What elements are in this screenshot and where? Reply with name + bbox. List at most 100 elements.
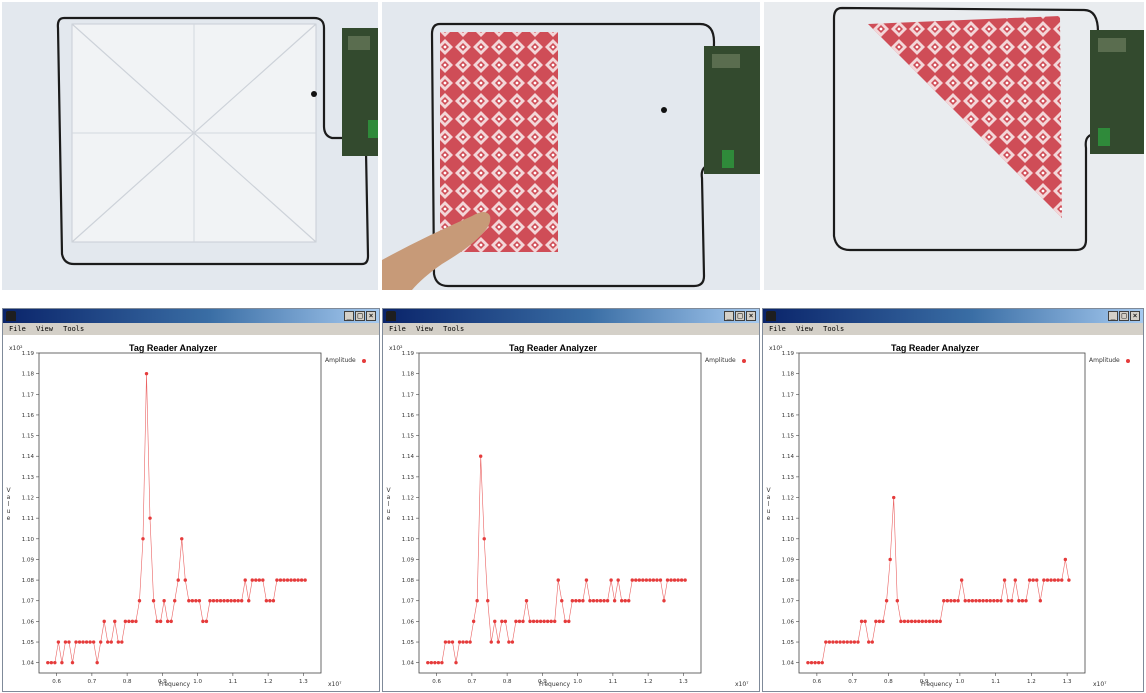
data-point	[514, 619, 518, 624]
data-point	[938, 619, 942, 624]
data-point	[863, 619, 867, 624]
y-tick-label: 1.07	[782, 599, 795, 605]
x-axis-label: Frequency	[921, 681, 952, 688]
x-tick-label: 1.0	[573, 679, 582, 685]
y-tick-label: 1.14	[22, 454, 35, 460]
data-point	[528, 619, 532, 624]
data-point	[577, 599, 582, 603]
data-point	[137, 599, 142, 603]
data-point	[1045, 578, 1050, 582]
data-point	[247, 599, 251, 603]
y-tick-label: 1.13	[402, 475, 415, 481]
maximize-button[interactable]: □	[735, 311, 745, 321]
menu-tools[interactable]: Tools	[63, 325, 85, 333]
data-point	[208, 599, 212, 603]
y-tick-label: 1.11	[782, 516, 794, 522]
plot-frame	[38, 352, 322, 674]
x-tick-label: 0.8	[123, 679, 132, 685]
menu-file[interactable]: File	[769, 325, 786, 333]
data-point	[74, 640, 78, 644]
y-tick-label: 1.16	[22, 413, 35, 419]
window-titlebar[interactable]: _ □ ×	[3, 309, 379, 323]
data-point	[232, 599, 237, 603]
maximize-button[interactable]: □	[355, 311, 365, 321]
data-point	[809, 660, 814, 665]
menu-file[interactable]: File	[9, 325, 26, 333]
data-point	[591, 599, 596, 603]
data-point	[924, 619, 928, 624]
x-tick-label: 1.0	[193, 679, 202, 685]
data-point	[841, 640, 846, 644]
data-point	[517, 619, 522, 624]
minimize-button[interactable]: _	[344, 311, 354, 321]
data-point	[1060, 578, 1064, 582]
data-point	[1031, 578, 1035, 582]
data-point	[917, 619, 921, 624]
x-tick-label: 0.6	[52, 679, 61, 685]
data-point	[874, 619, 878, 624]
x-tick-label: 0.8	[884, 679, 893, 685]
data-point	[464, 640, 469, 644]
data-point	[116, 640, 121, 644]
data-point	[609, 578, 613, 582]
data-point	[913, 619, 917, 624]
data-point	[902, 619, 907, 624]
menu-view[interactable]: View	[796, 325, 813, 333]
data-point	[173, 599, 177, 603]
minimize-button[interactable]: _	[1108, 311, 1118, 321]
x-tick-label: 0.9	[538, 679, 547, 685]
data-point	[605, 599, 610, 603]
data-point	[521, 619, 525, 624]
y-tick-label: 1.04	[22, 661, 35, 667]
data-point	[531, 619, 536, 624]
menu-tools[interactable]: Tools	[823, 325, 845, 333]
data-point	[824, 640, 828, 644]
data-point	[130, 619, 135, 624]
data-point	[486, 599, 490, 603]
data-point	[1010, 599, 1014, 603]
data-point	[278, 578, 283, 582]
data-point	[162, 599, 166, 603]
data-point	[218, 599, 223, 603]
menu-tools[interactable]: Tools	[443, 325, 465, 333]
data-point	[535, 619, 539, 624]
x-tick-label: 0.7	[88, 679, 97, 685]
close-button[interactable]: ×	[366, 311, 376, 321]
x-axis-label: Frequency	[539, 681, 570, 688]
chart-title: Tag Reader Analyzer	[509, 343, 598, 353]
x-tick-label: 0.9	[158, 679, 167, 685]
analyzer-window-2: _ □ × File View Tools Tag Reader Analyze…	[382, 308, 760, 692]
menu-file[interactable]: File	[389, 325, 406, 333]
data-point	[856, 640, 860, 644]
data-point	[888, 557, 892, 562]
minimize-button[interactable]: _	[724, 311, 734, 321]
close-button[interactable]: ×	[1130, 311, 1140, 321]
x-tick-label: 1.1	[991, 679, 1000, 685]
y-tick-label: 1.17	[22, 392, 35, 398]
y-tick-label: 1.06	[402, 619, 415, 625]
x-tick-label: 0.7	[848, 679, 857, 685]
data-point	[482, 537, 486, 541]
maximize-button[interactable]: □	[1119, 311, 1129, 321]
data-point	[268, 599, 272, 603]
data-point	[867, 640, 871, 644]
data-point	[261, 578, 265, 582]
window-titlebar[interactable]: _ □ ×	[383, 309, 759, 323]
y-tick-label: 1.10	[402, 537, 415, 543]
y-tick-label: 1.08	[22, 578, 35, 584]
data-point	[299, 578, 304, 582]
data-point	[1035, 578, 1039, 582]
menu-view[interactable]: View	[416, 325, 433, 333]
data-point	[637, 578, 642, 582]
y-tick-label: 1.09	[22, 557, 35, 563]
x-tick-label: 1.3	[299, 679, 308, 685]
y-tick-label: 1.08	[402, 578, 415, 584]
menu-view[interactable]: View	[36, 325, 53, 333]
data-point	[942, 599, 946, 603]
legend-marker	[1125, 358, 1130, 363]
window-titlebar[interactable]: _ □ ×	[763, 309, 1143, 323]
close-button[interactable]: ×	[746, 311, 756, 321]
data-point	[454, 660, 458, 665]
data-point	[556, 578, 560, 582]
y-tick-label: 1.18	[402, 372, 415, 378]
